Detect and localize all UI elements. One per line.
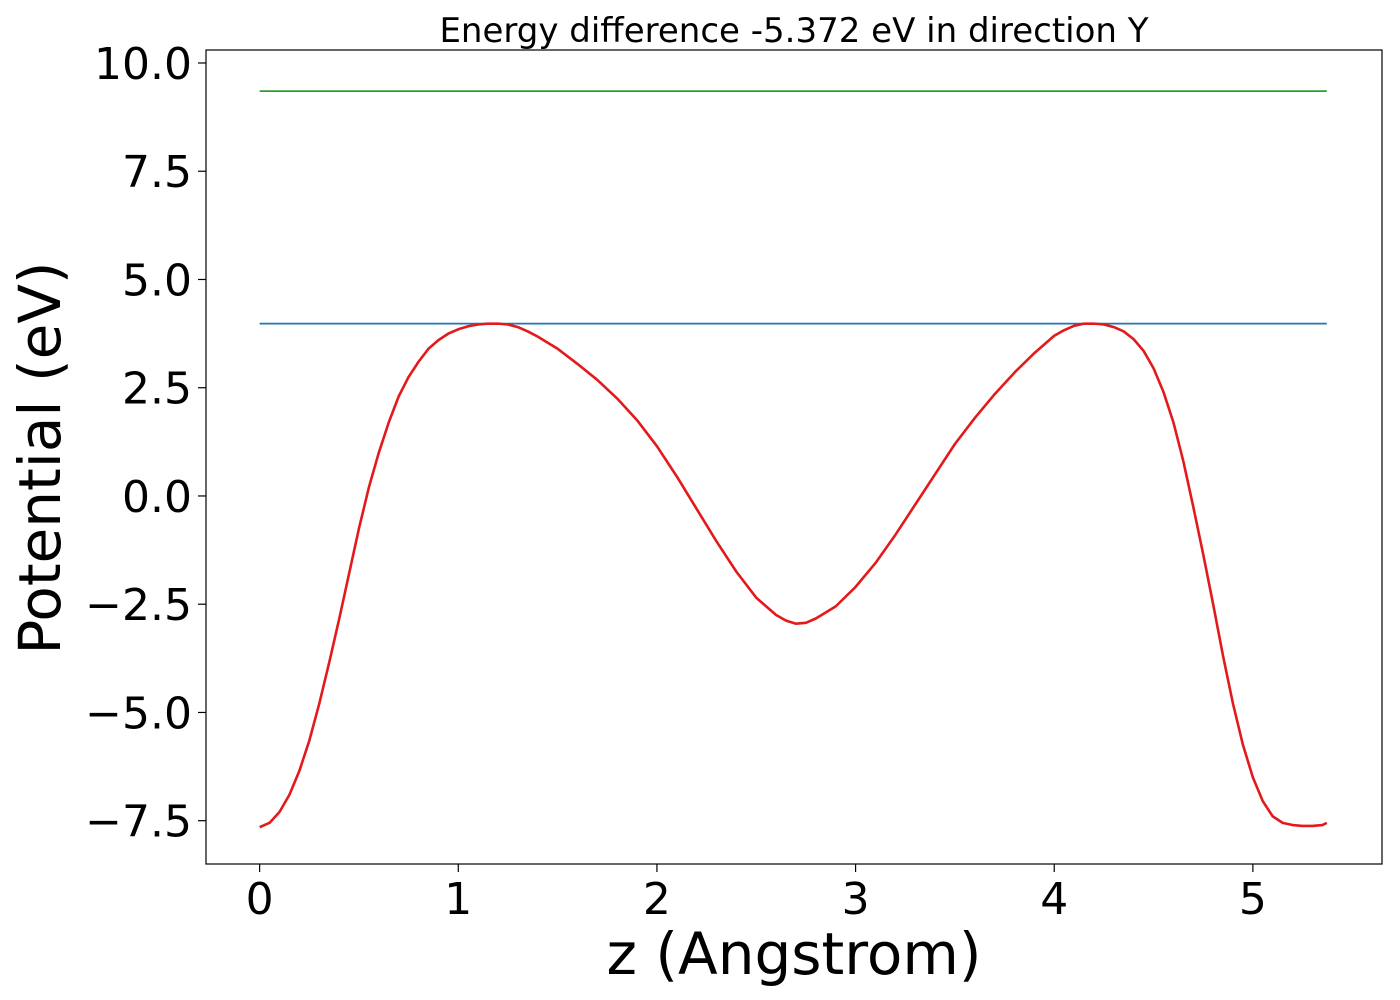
x-tick-label: 3 <box>842 874 870 925</box>
x-tick-label: 1 <box>444 874 472 925</box>
x-axis-label: z (Angstrom) <box>607 920 982 988</box>
y-axis-label: Potential (eV) <box>6 261 74 654</box>
y-tick-label: 2.5 <box>122 364 192 415</box>
plot-frame <box>205 49 1383 865</box>
y-tick-label: 0.0 <box>122 472 192 523</box>
y-tick-label: −2.5 <box>85 580 192 631</box>
series-layer <box>259 90 1328 829</box>
y-tick-label: −5.0 <box>85 688 192 739</box>
y-axis: −7.5 −5.0 −2.5 0.0 2.5 5.0 7.5 10.0 <box>85 39 206 848</box>
y-tick-label: 10.0 <box>94 39 192 90</box>
x-axis: 0 1 2 3 4 5 <box>246 864 1267 925</box>
chart-title: Energy difference -5.372 eV in direction… <box>439 11 1148 51</box>
x-tick-label: 4 <box>1040 874 1068 925</box>
x-tick-label: 0 <box>246 874 274 925</box>
y-tick-label: −7.5 <box>85 797 192 848</box>
y-tick-label: 5.0 <box>122 255 192 306</box>
series-line-3 <box>259 322 1328 829</box>
x-tick-label: 2 <box>643 874 671 925</box>
y-tick-label: 7.5 <box>122 147 192 198</box>
x-tick-label: 5 <box>1239 874 1267 925</box>
